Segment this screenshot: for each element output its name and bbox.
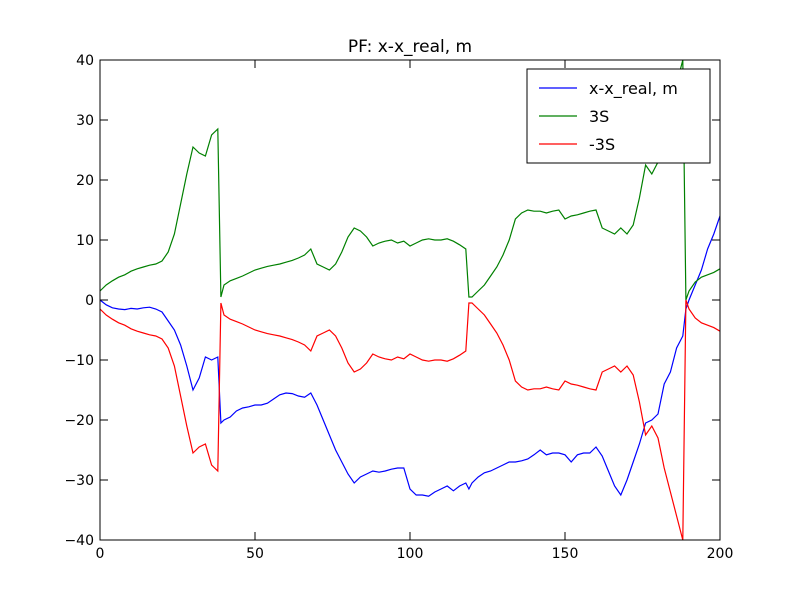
x-tick-label: 50 [246, 546, 264, 562]
y-tick-label: 0 [85, 293, 94, 309]
y-tick-label: 20 [76, 173, 94, 189]
legend-label-1: 3S [589, 107, 609, 126]
series-line-2 [99, 299, 721, 541]
y-tick-label: −10 [64, 353, 94, 369]
chart-title: PF: x-x_real, m [348, 37, 472, 57]
y-tick-label: 30 [76, 113, 94, 129]
series-line-1 [99, 59, 721, 301]
series-layer [99, 59, 721, 541]
plot-frame [99, 59, 721, 541]
y-tick-label: −30 [64, 473, 94, 489]
y-tick-label: 10 [76, 233, 94, 249]
y-tick-label: −40 [64, 533, 94, 549]
series-line-0 [99, 215, 721, 497]
legend-label-0: x-x_real, m [589, 79, 678, 99]
x-tick-label: 100 [397, 546, 424, 562]
x-tick-label: 200 [707, 546, 734, 562]
y-tick-label: −20 [64, 413, 94, 429]
x-tick-label: 150 [552, 546, 579, 562]
legend: x-x_real, m 3S -3S [526, 68, 711, 164]
x-tick-label: 0 [96, 546, 105, 562]
tick-layer: 0 50 100 150 200 −40 −30 −20 −10 0 10 20 30 40 [64, 53, 733, 562]
y-tick-label: 40 [76, 53, 94, 69]
legend-label-2: -3S [589, 135, 615, 154]
